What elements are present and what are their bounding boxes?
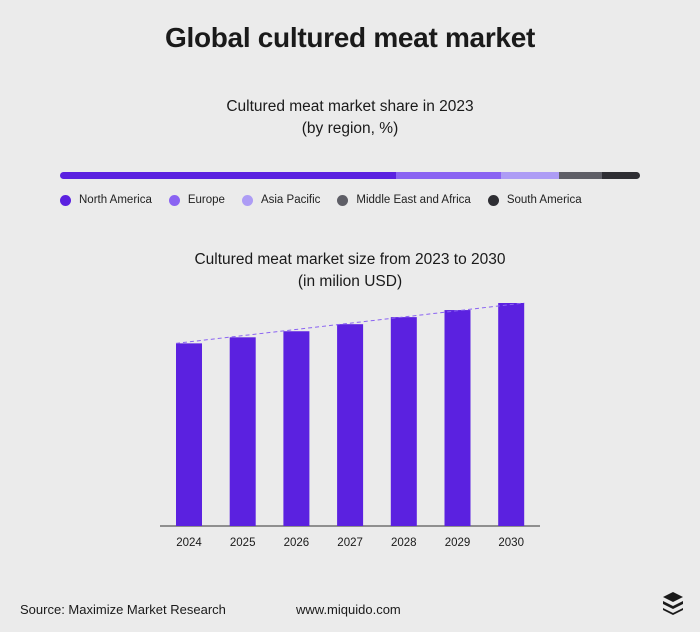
miquido-logo-icon [663,592,683,615]
legend-item: Middle East and Africa [337,194,471,206]
x-tick-label: 2025 [230,537,256,549]
share-title-line2: (by region, %) [301,120,399,137]
size-title-line1: Cultured meat market size from 2023 to 2… [194,251,506,268]
website-link[interactable]: www.miquido.com [296,602,401,617]
legend-swatch [337,194,349,206]
x-tick-label: 2026 [284,537,310,549]
bar-2027 [337,324,364,526]
size-title-line2: (in milion USD) [297,273,403,290]
x-tick-label: 2024 [176,537,202,549]
share-segment [396,172,501,179]
source-text: Source: Maximize Market Research [20,602,226,617]
x-tick-label: 2027 [337,537,363,549]
bar-2025 [229,337,256,526]
bar-2024 [176,343,202,526]
legend-item: North America [60,194,152,206]
legend-swatch [168,194,180,206]
legend-swatch [60,194,71,206]
legend-label: Asia Pacific [260,194,321,206]
bar-2028 [390,317,417,526]
legend-swatch [487,194,499,206]
share-segment [558,172,603,179]
legend-item: South America [487,194,582,206]
page-title: Global cultured meat market [164,22,535,53]
x-tick-label: 2030 [498,537,524,549]
x-tick-label: 2029 [445,537,471,549]
legend-label: North America [79,194,152,206]
legend-label: South America [506,194,582,206]
share-chart-title: Cultured meat market share in 2023 (by r… [0,96,700,140]
legend-label: Middle East and Africa [356,194,471,206]
share-title-line1: Cultured meat market share in 2023 [226,98,474,115]
trend-line [175,302,525,344]
legend-item: Europe [168,194,225,206]
size-chart-title: Cultured meat market size from 2023 to 2… [0,249,700,293]
bar-2026 [283,331,310,526]
bar-2030 [498,303,525,526]
share-segment [60,172,397,179]
legend-label: Europe [187,194,225,206]
share-segment [602,172,640,179]
x-tick-label: 2028 [391,537,417,549]
bar-2029 [444,310,471,526]
market-share-bar [60,172,640,179]
share-legend: North America Europe Asia Pacific Middle Ea… [60,194,660,206]
legend-swatch [241,194,253,206]
legend-item: Asia Pacific [241,194,321,206]
share-segment [500,172,559,179]
